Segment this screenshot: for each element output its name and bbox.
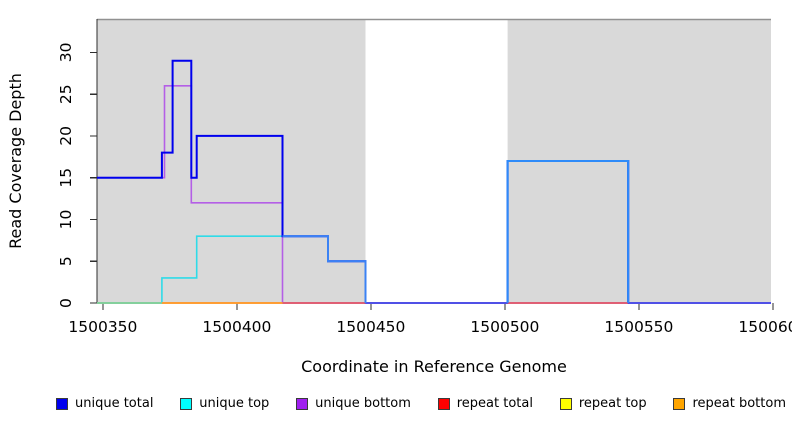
- legend-swatch-icon: [673, 397, 686, 410]
- overlay-segment: [506, 160, 630, 303]
- y-tick-label: 10: [57, 210, 75, 230]
- x-axis-title: Coordinate in Reference Genome: [301, 357, 567, 376]
- shaded-region: [97, 19, 366, 303]
- x-tick-label: 1500400: [202, 318, 271, 336]
- legend-item-unique-total: unique total: [56, 396, 153, 411]
- x-tick-label: 1500600: [738, 318, 792, 336]
- legend-item-unique-top: unique top: [180, 396, 269, 411]
- legend-label: repeat total: [456, 396, 533, 411]
- legend-swatch-icon: [559, 397, 572, 410]
- legend-label: unique total: [75, 396, 154, 411]
- legend-item-unique-bottom: unique bottom: [296, 396, 411, 411]
- legend-label: unique bottom: [315, 396, 411, 411]
- legend-label: repeat top: [578, 396, 647, 411]
- y-tick-label: 30: [57, 43, 75, 63]
- y-tick-label: 25: [57, 84, 75, 104]
- y-tick-label: 0: [57, 298, 75, 308]
- legend: unique total unique top unique bottom repea…: [56, 396, 786, 411]
- legend-label: repeat bottom: [692, 396, 786, 411]
- legend-label: unique top: [199, 396, 270, 411]
- y-tick-label: 5: [57, 256, 75, 266]
- legend-swatch-icon: [180, 397, 193, 410]
- x-tick-label: 1500500: [470, 318, 539, 336]
- x-tick-label: 1500450: [336, 318, 405, 336]
- legend-item-repeat-bottom: repeat bottom: [673, 396, 786, 411]
- legend-swatch-icon: [296, 397, 309, 410]
- legend-item-repeat-total: repeat total: [437, 396, 533, 411]
- legend-swatch-icon: [56, 397, 68, 410]
- y-tick-label: 20: [57, 126, 75, 146]
- overlay-segment: [282, 235, 367, 303]
- legend-swatch-icon: [437, 397, 450, 410]
- x-tick-label: 1500350: [68, 318, 137, 336]
- y-axis-title: Read Coverage Depth: [6, 73, 25, 249]
- legend-item-repeat-top: repeat top: [559, 396, 647, 411]
- x-tick-label: 1500550: [604, 318, 673, 336]
- y-tick-label: 15: [57, 168, 75, 188]
